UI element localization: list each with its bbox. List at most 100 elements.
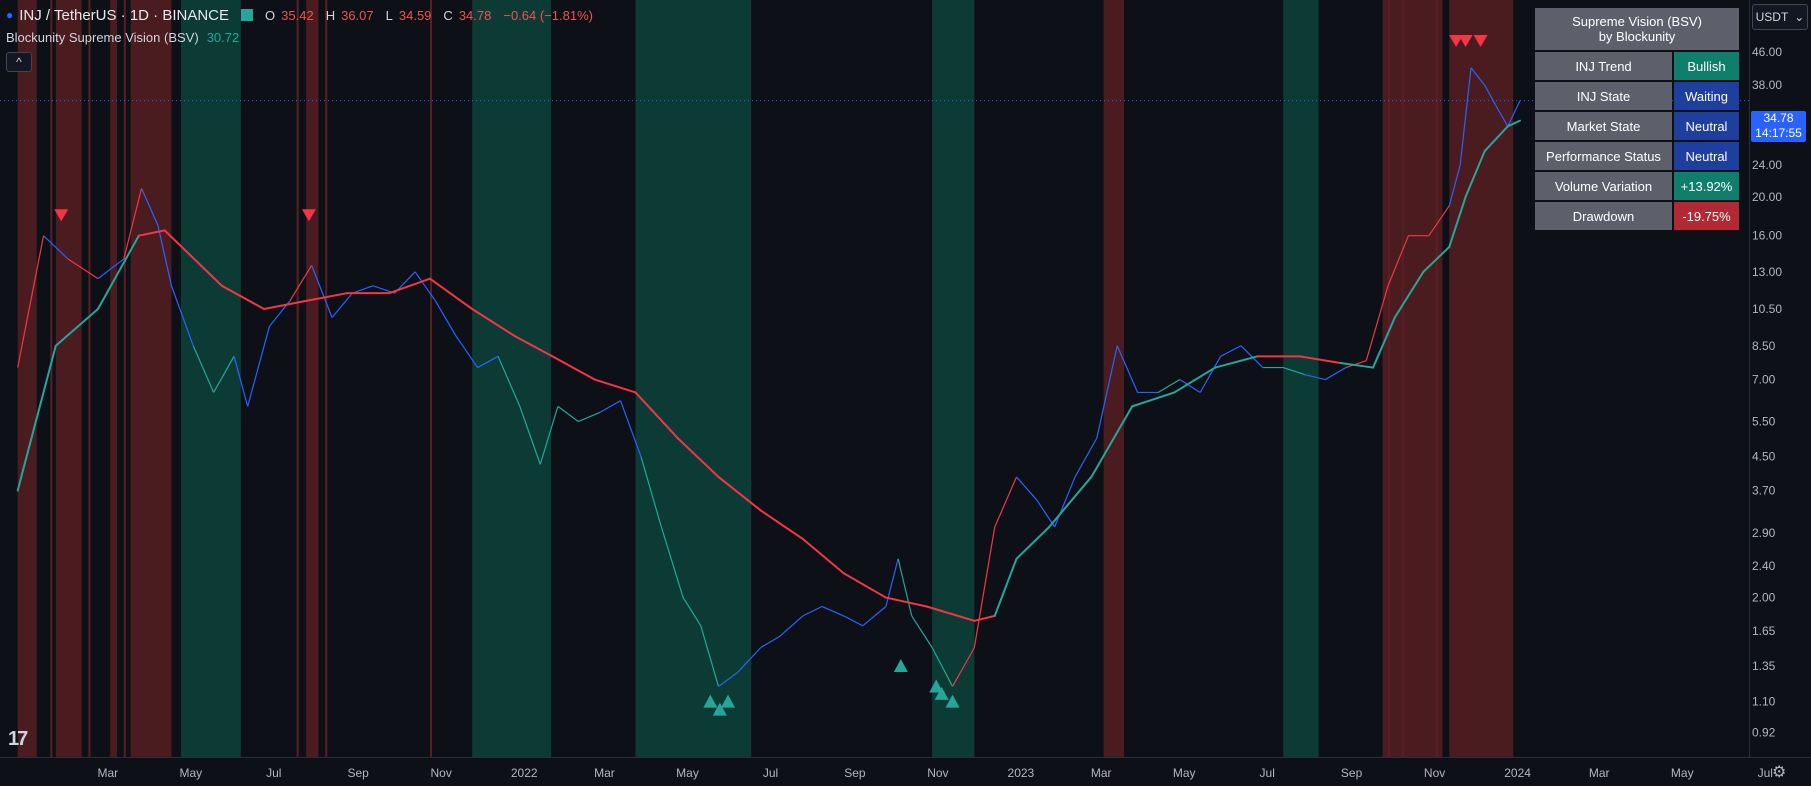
x-tick-label: Sep [1341, 766, 1363, 780]
bsv-line-segment [593, 378, 637, 394]
symbol-icon: ● [6, 8, 14, 22]
zone-layer [17, 0, 1514, 757]
price-segment [1507, 100, 1521, 127]
bsv-line-segment [1483, 125, 1509, 153]
bear-marker [1401, 0, 1404, 757]
x-axis[interactable]: Mar May Jul Sep Nov 2022 Mar May Jul Sep Nov 2023 Ma… [97, 766, 1772, 780]
row-key: Drawdown [1535, 202, 1672, 230]
bsv-line-segment [884, 596, 928, 608]
row-value: Neutral [1674, 112, 1739, 140]
table-title: Supreme Vision (BSV) by Blockunity [1535, 8, 1739, 50]
price-segment [779, 615, 804, 637]
open-value: 35.42 [281, 7, 314, 23]
price-segment [1387, 235, 1409, 286]
price-segment [862, 606, 887, 627]
price-segment [994, 476, 1018, 528]
close-label: C [443, 7, 453, 23]
x-tick-label: Jul [266, 766, 281, 780]
price-segment [1345, 360, 1367, 369]
row-key: INJ Trend [1535, 52, 1672, 80]
y-tick-label: 1.35 [1752, 659, 1776, 673]
bsv-line-segment [634, 391, 679, 440]
bear-marker [325, 0, 328, 757]
price-segment [1179, 379, 1201, 393]
y-tick-label: 16.00 [1752, 229, 1782, 243]
y-tick-label: 2.40 [1752, 559, 1776, 573]
bsv-line-segment [676, 437, 720, 478]
bsv-line-segment [1372, 316, 1396, 369]
bear-marker [296, 0, 299, 757]
bsv-line-segment [551, 355, 596, 381]
y-axis[interactable]: 56.0046.0038.0030.0024.0020.0016.0013.00… [1752, 11, 1782, 740]
x-tick-label: Mar [1589, 766, 1610, 780]
y-tick-label: 8.50 [1752, 339, 1776, 353]
price-segment [1016, 476, 1038, 501]
price-segment [1240, 345, 1264, 368]
price-segment [497, 356, 521, 407]
price-segment [640, 456, 662, 528]
bar-countdown: 14:17:55 [1755, 126, 1802, 140]
bear-zone [110, 0, 118, 757]
gear-icon[interactable]: ⚙ [1772, 764, 1787, 781]
bsv-line-segment [1339, 361, 1375, 369]
price-segment [331, 292, 353, 318]
bear-marker [1388, 0, 1391, 757]
bsv-line-segment [1448, 195, 1467, 248]
collapse-legend-button[interactable]: ^ [6, 52, 32, 72]
price-segment [1157, 379, 1181, 393]
row-value: Bullish [1674, 52, 1739, 80]
price-segment [737, 647, 762, 673]
table-row: Drawdown -19.75% [1535, 202, 1739, 230]
price-segment [760, 635, 781, 649]
table-row: INJ State Waiting [1535, 82, 1739, 110]
row-value: +13.92% [1674, 172, 1739, 200]
bsv-line-segment [801, 538, 845, 575]
price-segment [519, 406, 541, 465]
price-segment [477, 355, 499, 369]
price-segment [455, 335, 479, 368]
price-segment [897, 558, 913, 617]
price-segment [97, 258, 125, 280]
price-segment [192, 345, 215, 393]
bull-zone [472, 0, 552, 757]
tradingview-logo-icon[interactable]: 17 [8, 728, 28, 750]
bull-zone [635, 0, 752, 757]
price-segment [1054, 476, 1076, 528]
table-row: INJ Trend Bullish [1535, 52, 1739, 80]
sell-signal-icon [301, 209, 316, 222]
symbol-title[interactable]: INJ / TetherUS · 1D · BINANCE [19, 6, 230, 24]
bsv-line-segment [842, 572, 887, 599]
price-segment [599, 400, 621, 413]
x-tick-label: Jul [1758, 766, 1773, 780]
price-segment [843, 615, 864, 627]
indicator-name[interactable]: Blockunity Supreme Vision (BSV) [6, 30, 199, 45]
price-segment [660, 526, 684, 598]
x-tick-label: Jul [763, 766, 778, 780]
y-tick-label: 5.50 [1752, 415, 1776, 429]
bsv-line-segment [1173, 366, 1217, 394]
price-segment [289, 264, 313, 302]
x-tick-label: Mar [594, 766, 615, 780]
price-segment [233, 356, 249, 407]
table-row: Market State Neutral [1535, 112, 1739, 140]
price-segment [67, 258, 99, 280]
bsv-line-segment [1131, 391, 1176, 408]
currency-unit-select[interactable]: USDT ⌄ [1752, 4, 1808, 30]
open-label: O [265, 7, 276, 23]
price-segment [821, 605, 844, 617]
price-segment [157, 225, 173, 286]
bsv-line-segment [1298, 355, 1342, 364]
y-tick-label: 20.00 [1752, 190, 1782, 204]
y-tick-label: 2.90 [1752, 526, 1776, 540]
price-segment [1116, 345, 1139, 393]
y-tick-label: 2.00 [1752, 591, 1776, 605]
y-tick-label: 13.00 [1752, 265, 1782, 279]
price-segment [952, 647, 975, 687]
bear-marker [50, 0, 53, 757]
sell-signal-icon [1449, 34, 1464, 47]
price-segment [1283, 366, 1306, 376]
indicator-legend[interactable]: Blockunity Supreme Vision (BSV) 30.72 [6, 30, 239, 45]
bsv-line-segment [471, 308, 516, 337]
bsv-line-segment [993, 557, 1018, 617]
